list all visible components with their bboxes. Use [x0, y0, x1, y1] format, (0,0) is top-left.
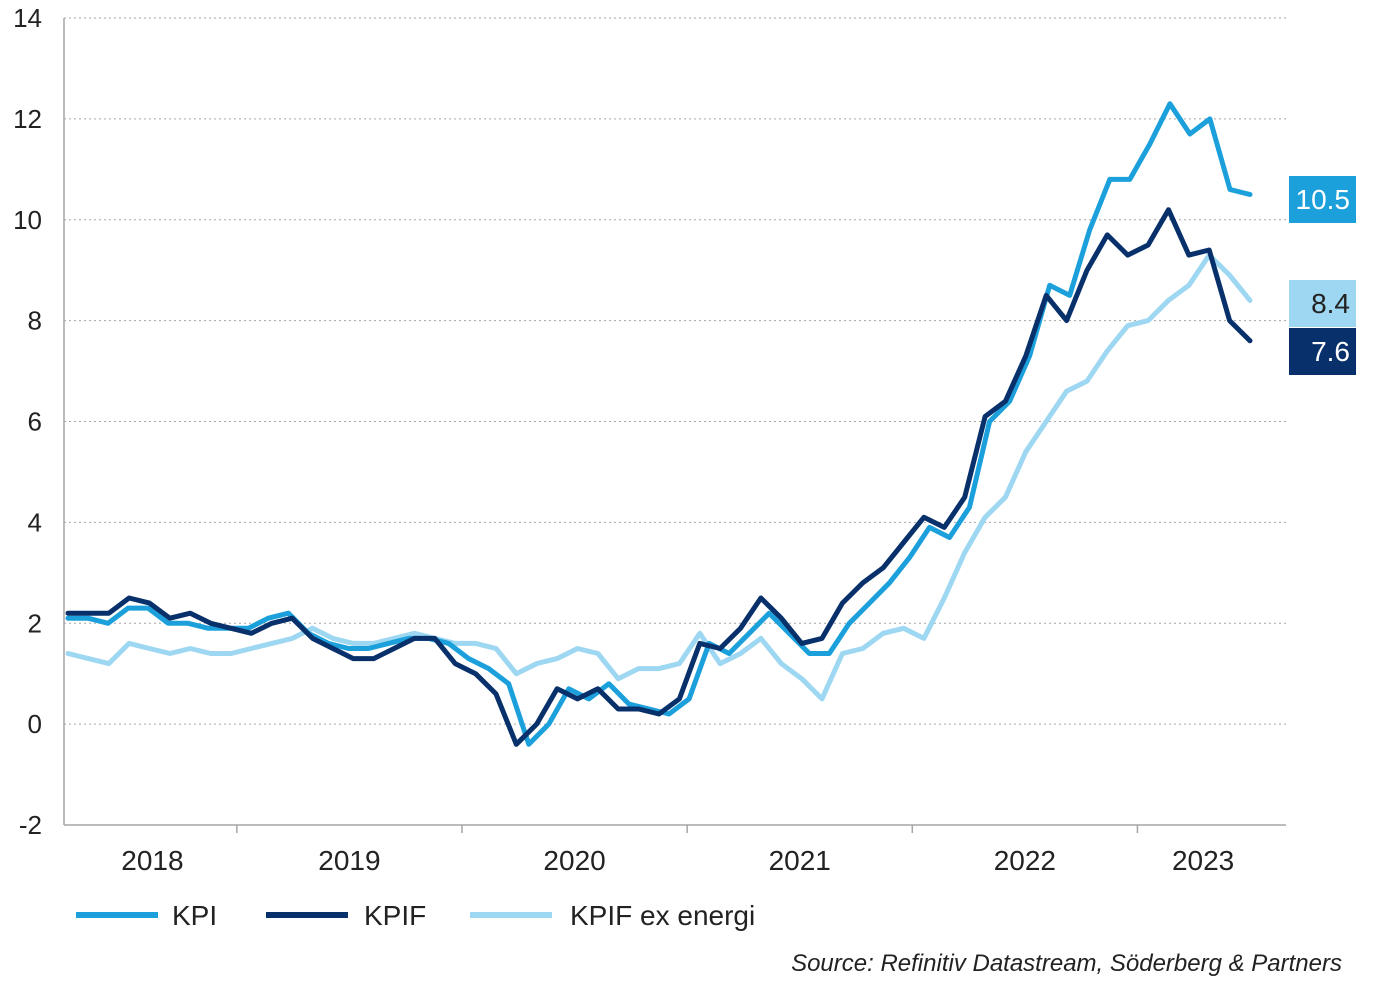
legend: KPI KPIF KPIF ex energi: [76, 900, 755, 931]
x-tick-label: 2019: [318, 845, 380, 876]
legend-label: KPIF ex energi: [570, 900, 755, 931]
y-tick-label: 10: [13, 205, 42, 235]
end-label-box: [1289, 176, 1356, 223]
x-tick-label: 2021: [769, 845, 831, 876]
legend-label: KPI: [172, 900, 217, 931]
y-tick-label: 2: [28, 608, 42, 638]
x-tick-label: 2020: [543, 845, 605, 876]
y-tick-label: 6: [28, 407, 42, 437]
end-label-value: 7.6: [1311, 336, 1350, 367]
end-label-box: [1289, 328, 1356, 375]
series-line-kpif: [65, 207, 1253, 747]
y-tick-label: 0: [28, 709, 42, 739]
x-tick-label: 2018: [121, 845, 183, 876]
y-tick-label: -2: [19, 810, 42, 840]
y-tick-label: 12: [13, 104, 42, 134]
end-labels: 10.5 8.4 7.6: [1289, 176, 1356, 375]
end-label-box: [1289, 280, 1356, 327]
legend-label: KPIF: [364, 900, 426, 931]
x-tick-label: 2022: [994, 845, 1056, 876]
axes: -2 0 2 4 6 8 10 12 14 2018 2019 2020 2021 2022 2023: [13, 3, 1286, 876]
y-tick-label: 4: [28, 507, 42, 537]
end-label-value: 10.5: [1296, 184, 1351, 215]
end-label-value: 8.4: [1311, 288, 1350, 319]
series-lines: [65, 101, 1253, 747]
y-tick-label: 14: [13, 3, 42, 33]
grid-lines: [64, 17, 1286, 725]
series-line-kpif-ex-energi: [65, 252, 1253, 702]
y-tick-label: 8: [28, 306, 42, 336]
source-note: Source: Refinitiv Datastream, Söderberg …: [791, 950, 1342, 977]
x-tick-label: 2023: [1172, 845, 1234, 876]
